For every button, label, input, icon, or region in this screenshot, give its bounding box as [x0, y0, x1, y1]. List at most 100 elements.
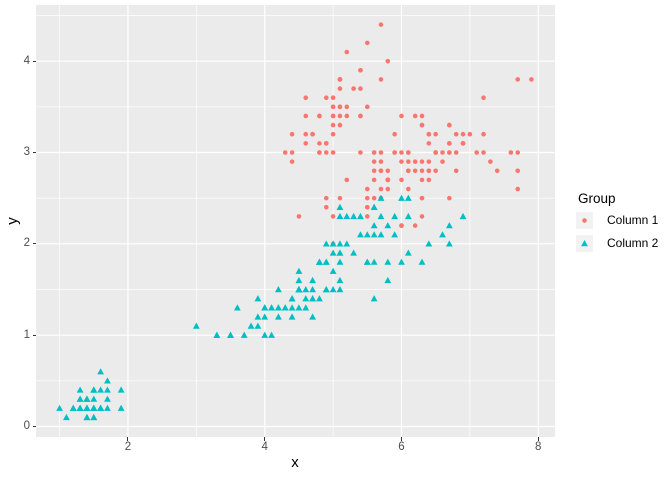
- data-point-column-1: [344, 177, 350, 183]
- data-point-column-1: [447, 122, 452, 128]
- data-point-column-2: [336, 258, 344, 265]
- data-point-column-1: [371, 159, 377, 164]
- data-point-column-1: [426, 159, 432, 164]
- data-point-column-1: [330, 104, 336, 110]
- data-point-column-2: [370, 295, 378, 302]
- data-point-column-2: [295, 267, 303, 274]
- data-point-column-1: [289, 159, 295, 164]
- data-point-column-1: [351, 86, 356, 91]
- data-point-column-1: [426, 177, 432, 183]
- data-point-column-1: [447, 195, 452, 201]
- triangle-marker-icon: [581, 240, 588, 247]
- data-point-column-1: [419, 113, 425, 119]
- data-point-column-2: [459, 212, 467, 220]
- data-point-column-1: [330, 113, 336, 119]
- data-point-column-2: [97, 368, 105, 375]
- data-point-column-1: [481, 95, 486, 101]
- data-point-column-2: [281, 304, 289, 311]
- y-tick-label: 2: [23, 237, 30, 250]
- data-point-column-1: [385, 186, 391, 192]
- data-point-column-2: [254, 322, 262, 329]
- data-point-column-2: [76, 386, 84, 393]
- data-point-column-2: [247, 322, 255, 329]
- data-point-column-1: [358, 150, 363, 155]
- data-point-column-2: [56, 404, 63, 411]
- data-point-column-2: [90, 404, 98, 411]
- data-point-column-1: [282, 150, 288, 155]
- legend-key-column-2: [576, 235, 593, 252]
- data-point-column-1: [515, 77, 521, 82]
- data-point-column-2: [425, 240, 433, 247]
- legend-title: Group: [578, 191, 616, 206]
- data-point-column-1: [515, 150, 521, 155]
- data-point-column-2: [370, 231, 378, 238]
- data-point-column-2: [384, 276, 392, 284]
- data-point-column-1: [385, 177, 391, 183]
- data-point-column-1: [378, 150, 384, 155]
- data-point-column-1: [371, 177, 377, 183]
- data-point-column-1: [474, 150, 480, 155]
- data-point-column-1: [330, 122, 336, 128]
- y-tick-mark: [32, 243, 36, 245]
- data-point-column-1: [371, 168, 377, 174]
- data-point-column-1: [337, 86, 343, 91]
- data-point-column-2: [90, 413, 98, 421]
- data-point-column-1: [378, 22, 384, 27]
- data-point-column-1: [364, 205, 370, 210]
- data-point-column-2: [302, 295, 310, 302]
- data-point-column-1: [378, 186, 384, 192]
- data-point-column-2: [350, 212, 358, 220]
- data-point-column-1: [317, 113, 322, 119]
- data-point-column-2: [117, 386, 125, 393]
- data-point-column-1: [412, 159, 418, 164]
- data-point-column-2: [377, 194, 385, 201]
- data-point-column-2: [316, 295, 323, 302]
- data-point-column-1: [344, 49, 350, 55]
- data-point-column-2: [370, 203, 378, 211]
- data-point-column-2: [391, 212, 399, 220]
- data-point-column-1: [330, 214, 336, 219]
- data-point-column-1: [378, 77, 384, 82]
- data-point-column-2: [398, 258, 405, 265]
- y-axis-title: y: [3, 217, 21, 225]
- y-tick-label: 4: [23, 54, 30, 67]
- data-point-column-2: [302, 304, 310, 311]
- data-point-column-1: [433, 150, 438, 155]
- data-point-column-2: [363, 258, 371, 265]
- data-point-column-2: [357, 231, 364, 238]
- data-point-column-1: [303, 113, 309, 119]
- data-point-column-2: [404, 212, 412, 220]
- data-point-column-2: [404, 194, 412, 201]
- y-tick-label: 0: [23, 419, 30, 432]
- data-point-column-1: [529, 77, 534, 82]
- data-point-column-2: [404, 249, 412, 256]
- data-point-column-1: [433, 168, 438, 174]
- data-point-column-2: [83, 404, 91, 411]
- data-point-column-1: [447, 150, 452, 155]
- x-tick-label: 8: [535, 441, 542, 453]
- data-point-column-2: [377, 231, 385, 238]
- data-point-column-2: [384, 222, 392, 229]
- data-point-column-2: [363, 231, 371, 238]
- legend-key-column-1: [576, 212, 593, 229]
- data-point-column-1: [337, 122, 343, 128]
- data-point-column-2: [90, 395, 98, 402]
- data-point-column-2: [336, 212, 344, 220]
- data-point-column-2: [275, 304, 282, 311]
- data-point-column-2: [309, 276, 316, 284]
- data-point-column-2: [329, 267, 337, 274]
- data-point-column-1: [460, 141, 466, 146]
- data-point-column-2: [104, 386, 111, 393]
- data-point-column-1: [481, 150, 486, 155]
- x-tick-mark: [400, 437, 402, 441]
- data-point-column-2: [97, 386, 105, 393]
- data-point-column-2: [309, 295, 316, 302]
- data-point-column-1: [406, 159, 411, 164]
- data-point-column-1: [344, 113, 350, 119]
- data-point-column-1: [364, 214, 370, 219]
- data-point-column-2: [322, 285, 330, 293]
- data-point-column-2: [83, 395, 91, 402]
- data-point-column-2: [439, 231, 446, 238]
- data-point-column-2: [336, 249, 344, 256]
